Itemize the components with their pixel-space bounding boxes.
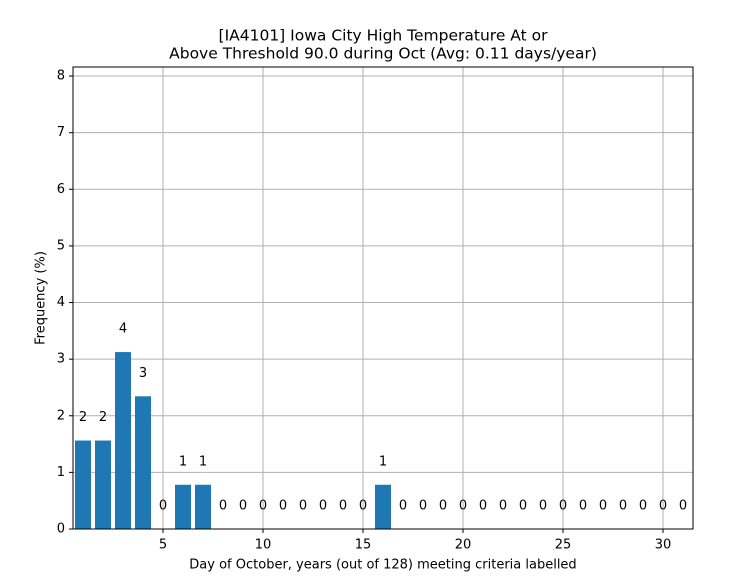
bar-count-label: 1 (179, 454, 187, 469)
chart-title: Above Threshold 90.0 during Oct (Avg: 0.… (169, 45, 597, 63)
y-tick-label: 5 (57, 238, 65, 253)
bar (75, 440, 91, 529)
bar-count-label: 0 (559, 499, 567, 514)
bar-count-label: 2 (79, 410, 87, 425)
bar (375, 484, 391, 529)
bar-count-label: 0 (459, 499, 467, 514)
y-tick-label: 4 (57, 295, 65, 310)
bar-count-label: 0 (259, 499, 267, 514)
y-tick-label: 6 (57, 182, 65, 197)
bar-count-label: 0 (479, 499, 487, 514)
bar-count-label: 0 (159, 499, 167, 514)
x-tick-label: 25 (555, 538, 572, 553)
x-axis-label: Day of October, years (out of 128) meeti… (189, 558, 576, 573)
bar-count-label: 0 (659, 499, 667, 514)
bar-count-label: 0 (539, 499, 547, 514)
x-tick-label: 5 (159, 538, 167, 553)
bar-count-label: 0 (679, 499, 687, 514)
bar-count-label: 0 (419, 499, 427, 514)
bar (195, 484, 211, 529)
bar-count-label: 2 (99, 410, 107, 425)
bar (175, 484, 191, 529)
y-axis-label: Frequency (%) (34, 251, 49, 345)
y-tick-label: 0 (57, 522, 65, 537)
bar-count-label: 0 (499, 499, 507, 514)
bar-count-label: 0 (319, 499, 327, 514)
bar-count-label: 1 (199, 454, 207, 469)
chart-title: [IA4101] Iowa City High Temperature At o… (219, 27, 549, 45)
x-tick-label: 30 (655, 538, 672, 553)
bar-count-label: 0 (439, 499, 447, 514)
y-tick-label: 3 (57, 352, 65, 367)
bar-count-label: 3 (139, 366, 147, 381)
bar (115, 352, 131, 529)
x-tick-label: 10 (255, 538, 272, 553)
bar-count-label: 4 (119, 322, 127, 337)
bar-count-label: 0 (579, 499, 587, 514)
bar-count-label: 0 (339, 499, 347, 514)
plot-frame (72, 66, 694, 530)
x-tick-label: 15 (355, 538, 372, 553)
bar-count-label: 1 (379, 454, 387, 469)
y-tick-label: 7 (57, 125, 65, 140)
bar-count-label: 0 (399, 499, 407, 514)
y-tick-label: 8 (57, 69, 65, 84)
x-tick-label: 20 (455, 538, 472, 553)
bar-count-label: 0 (299, 499, 307, 514)
bar-count-label: 0 (639, 499, 647, 514)
bar (95, 440, 111, 529)
bar-count-label: 0 (359, 499, 367, 514)
bar-count-label: 0 (279, 499, 287, 514)
bar-count-label: 0 (519, 499, 527, 514)
bar-count-label: 0 (219, 499, 227, 514)
y-tick-label: 1 (57, 465, 65, 480)
bar (135, 396, 151, 529)
bar-count-label: 0 (599, 499, 607, 514)
y-tick-label: 2 (57, 408, 65, 423)
bar-count-label: 0 (239, 499, 247, 514)
bar-count-label: 0 (619, 499, 627, 514)
